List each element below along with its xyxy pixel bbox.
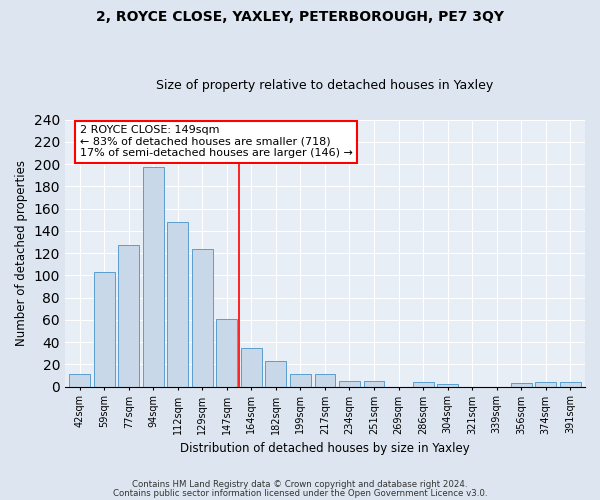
Bar [265, 361, 286, 386]
Bar [413, 382, 434, 386]
Title: Size of property relative to detached houses in Yaxley: Size of property relative to detached ho… [157, 79, 494, 92]
Bar [437, 384, 458, 386]
Bar [535, 382, 556, 386]
X-axis label: Distribution of detached houses by size in Yaxley: Distribution of detached houses by size … [180, 442, 470, 455]
Bar [339, 381, 360, 386]
Text: 2 ROYCE CLOSE: 149sqm
← 83% of detached houses are smaller (718)
17% of semi-det: 2 ROYCE CLOSE: 149sqm ← 83% of detached … [80, 125, 353, 158]
Bar [167, 222, 188, 386]
Y-axis label: Number of detached properties: Number of detached properties [15, 160, 28, 346]
Text: Contains HM Land Registry data © Crown copyright and database right 2024.: Contains HM Land Registry data © Crown c… [132, 480, 468, 489]
Bar [69, 374, 90, 386]
Bar [511, 384, 532, 386]
Bar [241, 348, 262, 387]
Bar [143, 168, 164, 386]
Bar [290, 374, 311, 386]
Bar [118, 246, 139, 386]
Bar [560, 382, 581, 386]
Bar [314, 374, 335, 386]
Bar [192, 248, 213, 386]
Text: 2, ROYCE CLOSE, YAXLEY, PETERBOROUGH, PE7 3QY: 2, ROYCE CLOSE, YAXLEY, PETERBOROUGH, PE… [96, 10, 504, 24]
Text: Contains public sector information licensed under the Open Government Licence v3: Contains public sector information licen… [113, 488, 487, 498]
Bar [94, 272, 115, 386]
Bar [217, 319, 237, 386]
Bar [364, 381, 385, 386]
